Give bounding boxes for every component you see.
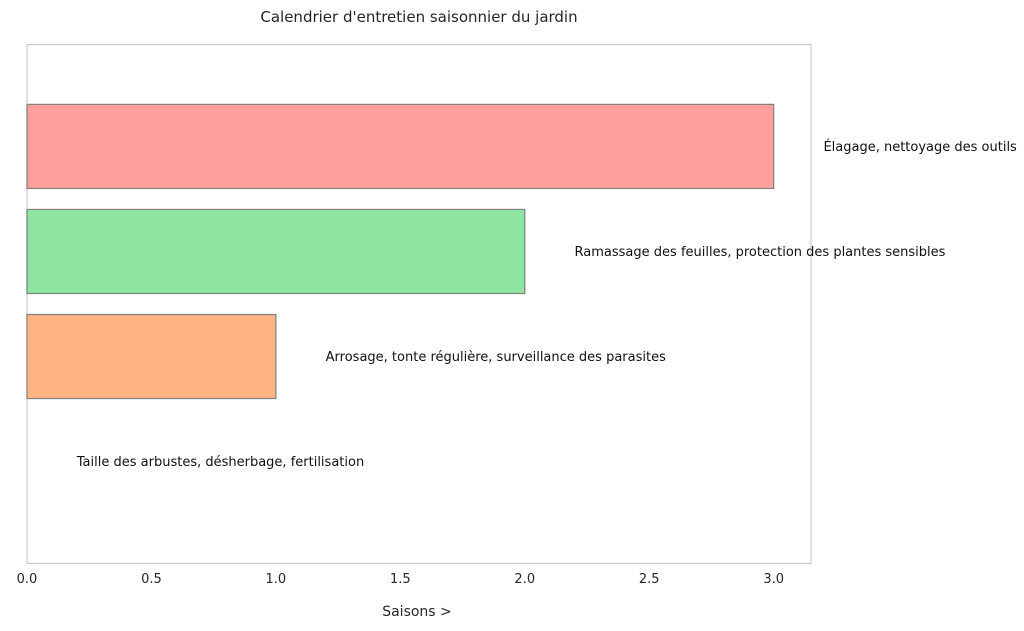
x-axis-label: Saisons > <box>382 604 452 620</box>
x-tick-label: 0.5 <box>141 572 162 587</box>
bars-group <box>26 103 775 400</box>
bar <box>26 208 526 295</box>
x-ticks-group: 0.0 0.5 1.0 1.5 2.0 2.5 3.0 <box>17 572 784 587</box>
bar-labels-group: Taille des arbustes, désherbage, fertili… <box>76 139 1017 470</box>
bar <box>26 103 775 190</box>
chart-title: Calendrier d'entretien saisonnier du jar… <box>260 8 577 26</box>
x-tick-label: 0.0 <box>17 572 38 587</box>
x-tick-label: 1.0 <box>266 572 287 587</box>
bar-label: Ramassage des feuilles, protection des p… <box>575 245 946 260</box>
x-tick-label: 2.0 <box>514 572 535 587</box>
x-tick-label: 1.5 <box>390 572 411 587</box>
x-tick-label: 3.0 <box>763 572 784 587</box>
bar-label: Élagage, nettoyage des outils <box>823 139 1017 155</box>
bar-label: Taille des arbustes, désherbage, fertili… <box>76 455 364 470</box>
x-tick-label: 2.5 <box>639 572 660 587</box>
bar <box>26 313 277 400</box>
bar-label: Arrosage, tonte régulière, surveillance … <box>326 350 666 365</box>
